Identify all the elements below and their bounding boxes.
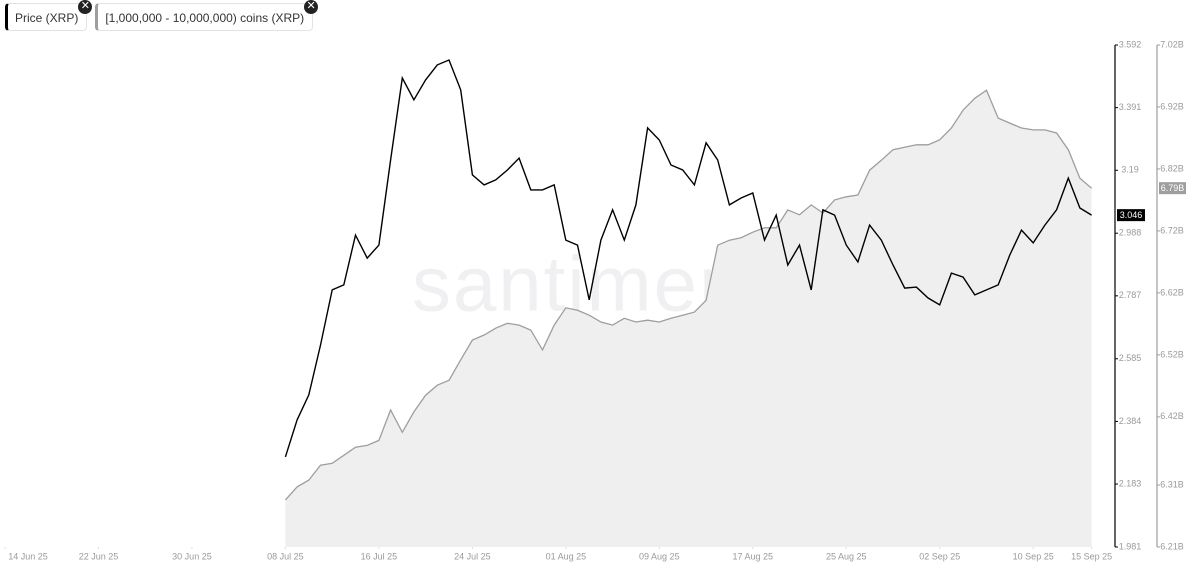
price-line (284, 59, 1092, 458)
y2-tick-label: 7.02B (1160, 39, 1184, 49)
x-tick-label: 30 Jun 25 (172, 551, 212, 561)
y2-tick-label: 6.72B (1160, 225, 1184, 235)
x-tick-label: 08 Jul 25 (267, 551, 304, 561)
area-line (284, 89, 1093, 501)
legend-label: [1,000,000 - 10,000,000) coins (XRP) (105, 11, 305, 25)
y2-tick-label: 6.52B (1160, 349, 1184, 359)
y2-tick-label: 6.92B (1160, 101, 1184, 111)
x-tick-label: 17 Aug 25 (733, 551, 774, 561)
y-tick-label: 2.585 (1119, 353, 1142, 363)
y2-tick-label: 6.31B (1160, 479, 1184, 489)
x-tick-label: 10 Sep 25 (1013, 551, 1054, 561)
price-badge (1117, 209, 1145, 222)
x-tick-label: 24 Jul 25 (454, 551, 491, 561)
y-tick-label: 3.391 (1119, 102, 1142, 112)
x-tick-label: 25 Aug 25 (826, 551, 867, 561)
y-tick-label: 2.787 (1119, 290, 1142, 300)
y-tick-label: 1.981 (1119, 541, 1142, 551)
y2-tick-label: 6.62B (1160, 287, 1184, 297)
area-fill (285, 90, 1092, 547)
x-tick-label: 22 Jun 25 (79, 551, 119, 561)
price-badge-label: 3.046 (1120, 210, 1143, 220)
y-tick-label: 3.592 (1119, 39, 1142, 49)
y2-tick-label: 6.82B (1160, 163, 1184, 173)
x-tick-label: 02 Sep 25 (919, 551, 960, 561)
y-tick-label: 3.19 (1121, 165, 1139, 175)
legend-item[interactable]: [1,000,000 - 10,000,000) coins (XRP) ✕ (95, 0, 319, 31)
x-tick-label: 16 Jul 25 (361, 551, 398, 561)
y2-tick-label: 6.42B (1160, 411, 1184, 421)
remove-metric-button[interactable]: ✕ (304, 0, 319, 14)
holders-badge (1159, 182, 1186, 195)
y-tick-label: 2.384 (1119, 416, 1142, 426)
x-tick-label: 09 Aug 25 (639, 551, 680, 561)
holders-badge-label: 6.79B (1161, 183, 1185, 193)
y-tick-label: 2.988 (1119, 228, 1142, 238)
y2-tick-label: 6.21B (1160, 541, 1184, 551)
legend-item[interactable]: Price (XRP) ✕ (5, 0, 93, 31)
x-tick-label: 01 Aug 25 (546, 551, 587, 561)
x-tick-label: 15 Sep 25 (1071, 551, 1112, 561)
y-tick-label: 2.183 (1119, 478, 1142, 488)
legend-label: Price (XRP) (15, 11, 79, 25)
legend: Price (XRP) ✕ [1,000,000 - 10,000,000) coi… (5, 0, 319, 31)
remove-metric-button[interactable]: ✕ (78, 0, 93, 14)
x-tick-label: 14 Jun 25 (8, 551, 48, 561)
